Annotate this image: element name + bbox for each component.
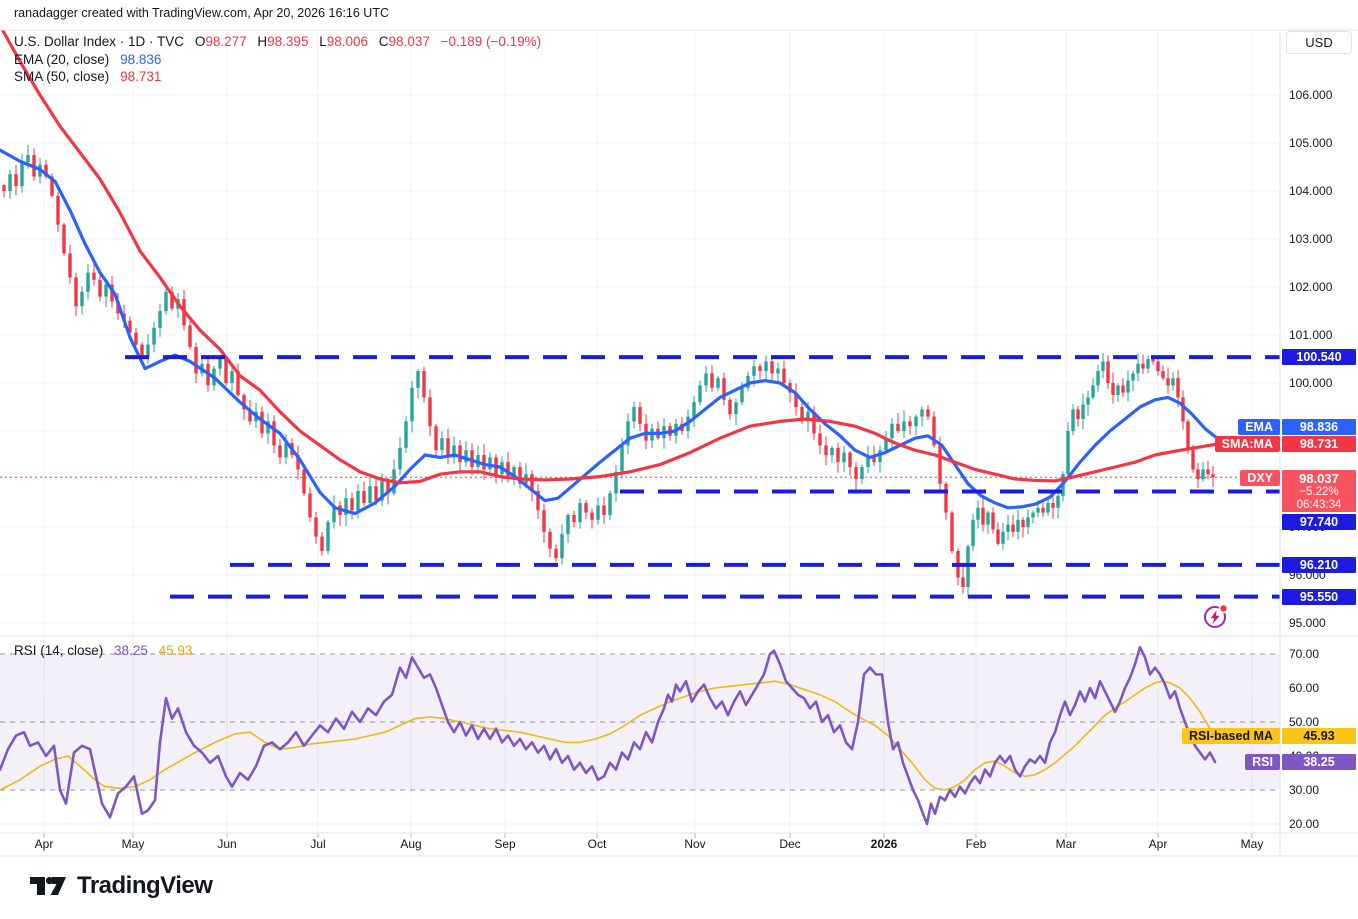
price-axis-label: 106.000 <box>1289 88 1333 102</box>
level-badge-96210: 96.210 <box>1282 557 1356 573</box>
legend-ema-row[interactable]: EMA (20, close) 98.836 <box>14 51 541 68</box>
rsi-ma-tag: RSI-based MA <box>1181 728 1280 744</box>
time-axis-label: Mar <box>1055 837 1077 851</box>
sma-tag: SMA:MA <box>1214 436 1280 452</box>
time-axis-label: Apr <box>34 837 54 851</box>
ema-value-badge: 98.836 <box>1282 419 1356 435</box>
bar-countdown: 06:43:34 <box>1296 499 1342 511</box>
ohlc-low-value: 98.006 <box>326 34 369 49</box>
ohlc-open-label: O <box>194 34 206 49</box>
ohlc-high-value: 98.395 <box>267 34 309 49</box>
rsi-label: RSI (14, close) <box>14 643 104 658</box>
ohlc-open-value: 98.277 <box>205 34 247 49</box>
time-axis-label: Aug <box>400 837 422 851</box>
price-axis-label: 103.000 <box>1289 232 1333 246</box>
time-axis-label: May <box>121 837 145 851</box>
tradingview-logo[interactable]: TradingView <box>28 872 213 900</box>
rsi-axis-label: 50.00 <box>1289 715 1320 729</box>
time-axis-label: Feb <box>965 837 987 851</box>
price-axis-label: 102.000 <box>1289 280 1333 294</box>
flash-refresh-icon[interactable] <box>1201 601 1231 631</box>
legend-symbol-row[interactable]: U.S. Dollar Index · 1D · TVC O98.277 H98… <box>14 33 541 50</box>
price-axis-label: 104.000 <box>1289 184 1333 198</box>
sma-label: SMA (50, close) <box>14 69 110 84</box>
price-axis-label: 95.000 <box>1289 616 1326 630</box>
ema-label: EMA (20, close) <box>14 51 110 67</box>
time-axis-label: Oct <box>587 837 607 851</box>
price-axis-label: 100.000 <box>1289 376 1333 390</box>
level-badge-100540: 100.540 <box>1282 349 1356 365</box>
rsi-ma-value-badge: 45.93 <box>1282 728 1356 744</box>
time-axis-label: Jul <box>310 837 326 851</box>
rsi-value: 38.25 <box>114 643 148 658</box>
rsi-axis-label: 30.00 <box>1289 783 1320 797</box>
rsi-ma-value: 45.93 <box>158 643 193 658</box>
symbol-legend: U.S. Dollar Index · 1D · TVC O98.277 H98… <box>14 33 541 86</box>
tradingview-logo-text: TradingView <box>77 872 213 899</box>
sma-value: 98.731 <box>120 69 162 84</box>
time-axis-label: Nov <box>684 837 706 851</box>
rsi-axis-label: 20.00 <box>1289 817 1320 831</box>
sma-value-badge: 98.731 <box>1282 436 1356 452</box>
price-axis-label: 101.000 <box>1289 328 1333 342</box>
tradingview-logo-glyph <box>30 877 66 895</box>
rsi-value-badge: 38.25 <box>1282 754 1356 770</box>
ohlc-close-value: 98.037 <box>388 34 430 49</box>
dxy-tag: DXY <box>1240 470 1280 486</box>
last-price-value: 98.037 <box>1299 471 1339 486</box>
rsi-axis-label: 60.00 <box>1289 681 1320 695</box>
symbol-title: U.S. Dollar Index · 1D · TVC <box>14 34 185 49</box>
rsi-axis-label: 70.00 <box>1289 647 1320 661</box>
rsi-tag: RSI <box>1245 754 1280 770</box>
ohlc-close-label: C <box>378 34 389 49</box>
currency-toggle-button[interactable]: USD <box>1286 31 1352 54</box>
time-axis-label: Dec <box>779 837 801 851</box>
ema-value: 98.836 <box>120 51 162 67</box>
rsi-legend-row[interactable]: RSI (14, close) 38.25 45.93 <box>14 643 192 658</box>
ohlc-high-label: H <box>257 34 268 49</box>
time-axis-label: 2026 <box>870 837 898 851</box>
change-value: −0.189 (−0.19%) <box>440 34 542 49</box>
watermark-text: ranadagger created with TradingView.com,… <box>14 6 389 20</box>
legend-sma-row[interactable]: SMA (50, close) 98.731 <box>14 68 541 85</box>
time-axis-label: May <box>1240 837 1264 851</box>
time-axis-label: Sep <box>494 837 516 851</box>
ema-tag: EMA <box>1238 419 1280 435</box>
level-badge-95550: 95.550 <box>1282 589 1356 605</box>
ohlc-low-label: L <box>319 34 327 49</box>
price-axis-label: 105.000 <box>1289 136 1333 150</box>
level-badge-97740: 97.740 <box>1282 514 1356 530</box>
time-axis-label: Jun <box>217 837 237 851</box>
time-axis-label: Apr <box>1148 837 1168 851</box>
last-price-change: −5.22% <box>1299 486 1339 498</box>
last-price-badge: 98.037 −5.22% 06:43:34 <box>1282 470 1356 512</box>
